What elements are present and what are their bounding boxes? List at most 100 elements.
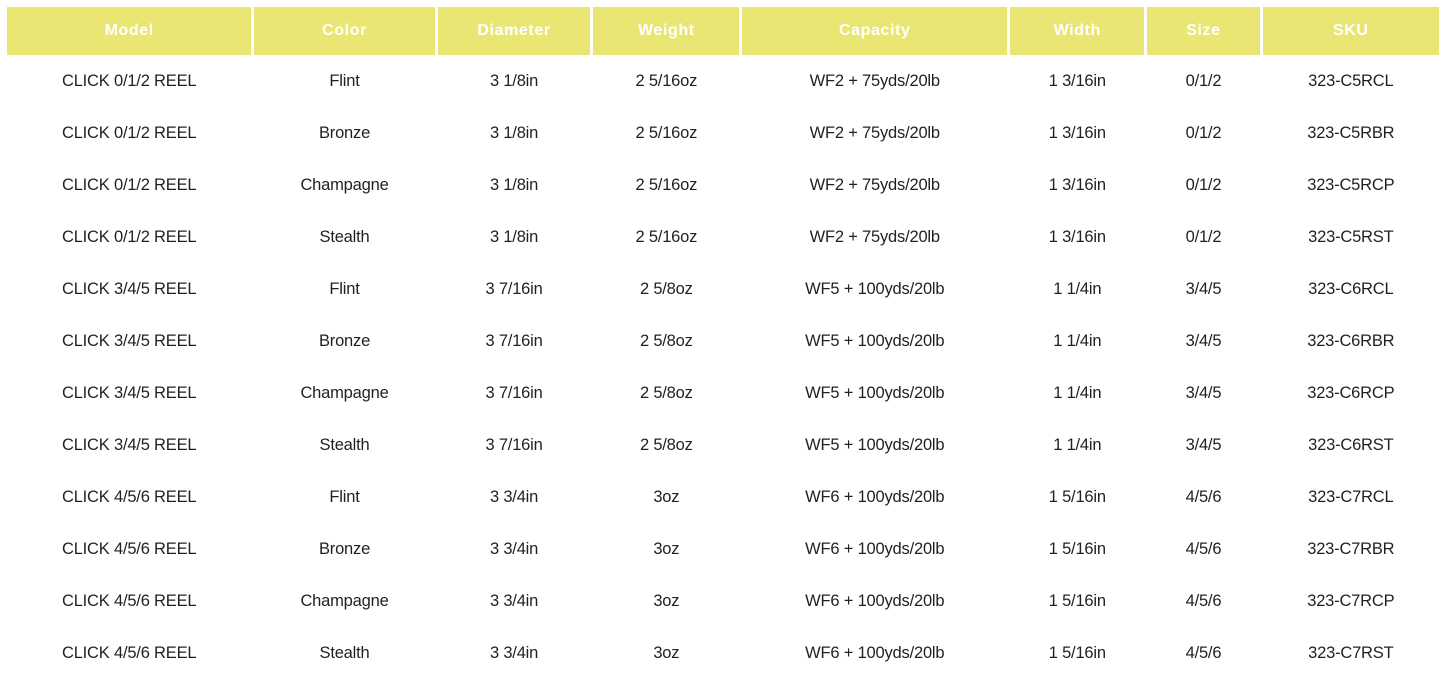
column-header-width: Width (1010, 7, 1145, 55)
cell-capacity: WF5 + 100yds/20lb (805, 331, 945, 350)
cell-sku: 323-C7RBR (1307, 539, 1395, 558)
column-header-color: Color (254, 7, 435, 55)
cell-color: Bronze (318, 123, 371, 142)
cell-sku: 323-C6RCL (1308, 279, 1394, 298)
cell-capacity: WF5 + 100yds/20lb (805, 435, 945, 454)
cell-capacity: WF6 + 100yds/20lb (805, 539, 945, 558)
table-row: CLICK 4/5/6 REEL Flint 3 3/4in 3oz WF6 + 100… (7, 471, 1439, 523)
table-row: CLICK 0/1/2 REEL Bronze 3 1/8in 2 5/16oz WF2… (7, 107, 1439, 159)
cell-sku: 323-C6RST (1308, 435, 1394, 454)
cell-width: 1 5/16in (1048, 539, 1106, 558)
cell-width: 1 3/16in (1048, 227, 1106, 246)
cell-weight: 2 5/8oz (639, 331, 693, 350)
cell-model: CLICK 3/4/5 REEL (61, 331, 197, 350)
cell-color: Bronze (318, 331, 371, 350)
cell-size: 3/4/5 (1185, 383, 1222, 402)
cell-model: CLICK 0/1/2 REEL (61, 175, 197, 194)
table-row: CLICK 4/5/6 REEL Bronze 3 3/4in 3oz WF6 + 10… (7, 523, 1439, 575)
cell-color: Champagne (300, 383, 389, 402)
cell-size: 3/4/5 (1185, 331, 1222, 350)
cell-size: 0/1/2 (1185, 227, 1222, 246)
cell-width: 1 3/16in (1048, 123, 1106, 142)
column-header-sku: SKU (1262, 7, 1439, 55)
cell-model: CLICK 3/4/5 REEL (61, 435, 197, 454)
cell-weight: 3oz (653, 591, 680, 610)
column-header-diameter: Diameter (437, 7, 591, 55)
cell-sku: 323-C6RBR (1307, 331, 1395, 350)
cell-diameter: 3 1/8in (489, 71, 539, 90)
cell-weight: 3oz (653, 539, 680, 558)
cell-width: 1 3/16in (1048, 175, 1106, 194)
cell-size: 4/5/6 (1185, 539, 1222, 558)
cell-weight: 2 5/16oz (635, 175, 698, 194)
cell-weight: 2 5/8oz (639, 435, 693, 454)
cell-capacity: WF5 + 100yds/20lb (805, 383, 945, 402)
table-row: CLICK 4/5/6 REEL Champagne 3 3/4in 3oz WF6 +… (7, 575, 1439, 627)
cell-weight: 2 5/8oz (639, 383, 693, 402)
cell-weight: 2 5/16oz (635, 227, 698, 246)
column-header-model: Model (7, 7, 252, 55)
cell-capacity: WF5 + 100yds/20lb (805, 279, 945, 298)
cell-capacity: WF6 + 100yds/20lb (805, 487, 945, 506)
cell-size: 4/5/6 (1185, 591, 1222, 610)
cell-diameter: 3 7/16in (485, 435, 543, 454)
cell-diameter: 3 3/4in (489, 487, 539, 506)
cell-diameter: 3 3/4in (489, 591, 539, 610)
cell-sku: 323-C7RCP (1307, 591, 1395, 610)
cell-size: 3/4/5 (1185, 435, 1222, 454)
cell-diameter: 3 3/4in (489, 539, 539, 558)
cell-color: Champagne (300, 175, 389, 194)
cell-diameter: 3 3/4in (489, 643, 539, 662)
cell-diameter: 3 1/8in (489, 175, 539, 194)
cell-model: CLICK 0/1/2 REEL (61, 227, 197, 246)
cell-sku: 323-C5RST (1308, 227, 1394, 246)
cell-width: 1 1/4in (1053, 279, 1102, 298)
column-header-capacity: Capacity (742, 7, 1008, 55)
table-body: CLICK 0/1/2 REEL Flint 3 1/8in 2 5/16oz WF2 … (7, 55, 1439, 679)
cell-model: CLICK 0/1/2 REEL (61, 123, 197, 142)
cell-model: CLICK 3/4/5 REEL (61, 383, 197, 402)
table-row: CLICK 3/4/5 REEL Champagne 3 7/16in 2 5/8oz… (7, 367, 1439, 419)
cell-weight: 2 5/16oz (635, 123, 698, 142)
cell-size: 0/1/2 (1185, 71, 1222, 90)
cell-weight: 3oz (653, 643, 680, 662)
table-row: CLICK 0/1/2 REEL Champagne 3 1/8in 2 5/16oz… (7, 159, 1439, 211)
cell-color: Stealth (319, 643, 370, 662)
cell-size: 4/5/6 (1185, 643, 1222, 662)
cell-diameter: 3 1/8in (489, 123, 539, 142)
cell-sku: 323-C6RCP (1307, 383, 1395, 402)
cell-diameter: 3 7/16in (485, 383, 543, 402)
cell-sku: 323-C5RCP (1307, 175, 1395, 194)
cell-capacity: WF6 + 100yds/20lb (805, 643, 945, 662)
cell-color: Flint (329, 279, 360, 298)
cell-capacity: WF6 + 100yds/20lb (805, 591, 945, 610)
cell-capacity: WF2 + 75yds/20lb (809, 227, 940, 246)
table-header-row: Model Color Diameter Weight Capacity Width Siz… (7, 7, 1439, 55)
cell-model: CLICK 4/5/6 REEL (61, 539, 197, 558)
cell-weight: 2 5/16oz (635, 71, 698, 90)
cell-capacity: WF2 + 75yds/20lb (809, 123, 940, 142)
cell-size: 3/4/5 (1185, 279, 1222, 298)
cell-color: Stealth (319, 435, 370, 454)
cell-color: Stealth (319, 227, 370, 246)
cell-width: 1 1/4in (1053, 383, 1102, 402)
table-row: CLICK 0/1/2 REEL Stealth 3 1/8in 2 5/16oz WF… (7, 211, 1439, 263)
cell-sku: 323-C7RST (1308, 643, 1394, 662)
cell-model: CLICK 4/5/6 REEL (61, 643, 197, 662)
table-row: CLICK 0/1/2 REEL Flint 3 1/8in 2 5/16oz WF2 … (7, 55, 1439, 107)
cell-weight: 3oz (653, 487, 680, 506)
cell-size: 0/1/2 (1185, 123, 1222, 142)
cell-color: Champagne (300, 591, 389, 610)
cell-size: 0/1/2 (1185, 175, 1222, 194)
cell-sku: 323-C5RCL (1308, 71, 1394, 90)
cell-model: CLICK 4/5/6 REEL (61, 591, 197, 610)
cell-sku: 323-C5RBR (1307, 123, 1395, 142)
cell-diameter: 3 7/16in (485, 279, 543, 298)
cell-color: Bronze (318, 539, 371, 558)
cell-diameter: 3 1/8in (489, 227, 539, 246)
cell-capacity: WF2 + 75yds/20lb (809, 175, 940, 194)
cell-width: 1 1/4in (1053, 331, 1102, 350)
spec-table: Model Color Diameter Weight Capacity Width Siz… (7, 7, 1439, 679)
cell-size: 4/5/6 (1185, 487, 1222, 506)
